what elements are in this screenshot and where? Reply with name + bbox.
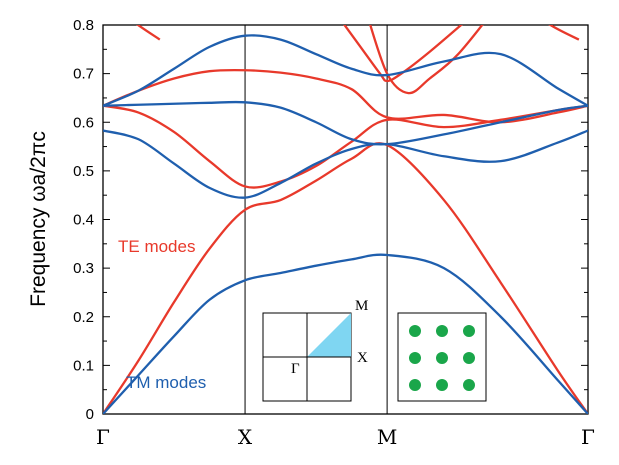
y-tick-label: 0.1: [73, 357, 94, 374]
te-band-line: [369, 25, 484, 95]
x-tick-label: Γ: [581, 425, 595, 449]
y-ticks: 0 0.1 0.2 0.3 0.4 0.5 0.6 0.7 0.8: [73, 17, 588, 423]
tm-band-line: [103, 129, 588, 199]
te-band-line: [103, 104, 588, 189]
brillouin-zone-inset: M X Γ: [262, 298, 368, 402]
x-tick-label: X: [238, 425, 253, 449]
y-tick-label: 0.4: [73, 212, 94, 229]
te-modes-label: TE modes: [118, 237, 195, 256]
x-tick-label: M: [377, 425, 397, 449]
tm-band-line: [103, 34, 588, 107]
symmetry-lines: [244, 25, 388, 414]
y-tick-label: 0: [86, 406, 94, 423]
y-tick-label: 0.8: [73, 17, 94, 34]
tm-band-line: [103, 100, 588, 146]
y-tick-label: 0.2: [73, 309, 94, 326]
te-band-line: [103, 142, 588, 414]
rod-lattice-inset: [397, 312, 487, 402]
band-curves: [103, 25, 588, 414]
inset-label-x: X: [357, 350, 368, 366]
plot-area: 0 0.1 0.2 0.3 0.4 0.5 0.6 0.7 0.8 Γ X M Γ: [73, 17, 595, 449]
inset-label-m: M: [355, 298, 368, 314]
te-band-line: [548, 25, 580, 41]
x-tick-label: Γ: [96, 425, 110, 449]
y-tick-label: 0.5: [73, 163, 94, 180]
y-tick-label: 0.6: [73, 114, 94, 131]
y-axis-label: Frequency ωa/2πc: [27, 131, 50, 307]
te-band-line: [343, 25, 463, 83]
y-tick-label: 0.7: [73, 66, 94, 83]
rod-dot: [409, 352, 421, 364]
rod-dot: [463, 352, 475, 364]
rod-dot: [463, 379, 475, 391]
tm-modes-label: TM modes: [126, 373, 206, 392]
te-band-line: [136, 25, 161, 41]
rod-dot: [409, 325, 421, 337]
te-band-line: [103, 68, 588, 124]
y-tick-label: 0.3: [73, 260, 94, 277]
rod-dot: [409, 379, 421, 391]
rod-dot: [436, 352, 448, 364]
tm-band-line: [103, 253, 588, 414]
rod-dot: [463, 325, 475, 337]
irreducible-zone-fill: [307, 313, 351, 357]
inset-label-gamma: Γ: [291, 361, 300, 377]
rod-dot: [436, 379, 448, 391]
rod-dot: [436, 325, 448, 337]
